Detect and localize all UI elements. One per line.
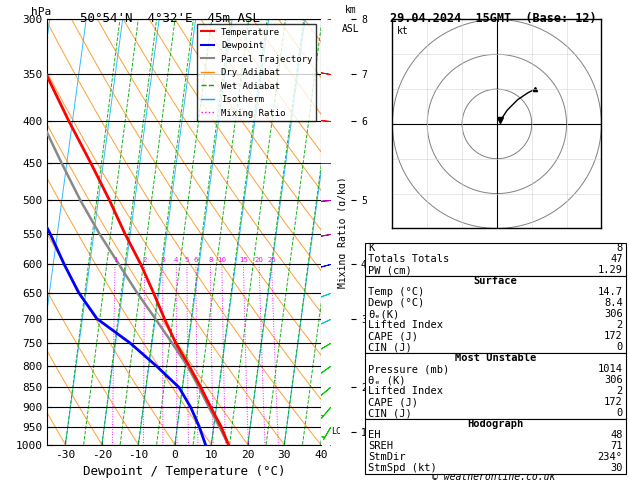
Text: 1014: 1014 [598, 364, 623, 374]
Text: CAPE (J): CAPE (J) [368, 331, 418, 342]
Text: Most Unstable: Most Unstable [455, 353, 536, 364]
Text: CIN (J): CIN (J) [368, 343, 412, 352]
Text: Lifted Index: Lifted Index [368, 386, 443, 397]
Text: 0: 0 [616, 343, 623, 352]
Text: 2: 2 [142, 257, 147, 262]
Text: 3: 3 [160, 257, 165, 262]
Text: Lifted Index: Lifted Index [368, 320, 443, 330]
Text: 2: 2 [616, 386, 623, 397]
Text: ASL: ASL [342, 24, 359, 34]
Text: 14.7: 14.7 [598, 287, 623, 297]
Text: 8: 8 [616, 243, 623, 254]
Text: 306: 306 [604, 375, 623, 385]
Text: 10: 10 [218, 257, 226, 262]
Text: 5: 5 [185, 257, 189, 262]
Text: CAPE (J): CAPE (J) [368, 398, 418, 407]
Text: hPa: hPa [31, 7, 51, 17]
Text: StmDir: StmDir [368, 452, 406, 462]
Text: km: km [345, 5, 356, 15]
Text: Surface: Surface [474, 277, 517, 286]
X-axis label: Dewpoint / Temperature (°C): Dewpoint / Temperature (°C) [83, 465, 285, 478]
Text: © weatheronline.co.uk: © weatheronline.co.uk [432, 472, 555, 482]
Text: 172: 172 [604, 398, 623, 407]
Text: Hodograph: Hodograph [467, 419, 523, 430]
Legend: Temperature, Dewpoint, Parcel Trajectory, Dry Adiabat, Wet Adiabat, Isotherm, Mi: Temperature, Dewpoint, Parcel Trajectory… [197, 24, 316, 122]
Text: EH: EH [368, 431, 381, 440]
Text: SREH: SREH [368, 441, 393, 451]
Text: 6: 6 [194, 257, 198, 262]
Text: 234°: 234° [598, 452, 623, 462]
Text: 1: 1 [113, 257, 117, 262]
Text: Dewp (°C): Dewp (°C) [368, 298, 424, 309]
Text: 15: 15 [239, 257, 248, 262]
Text: CIN (J): CIN (J) [368, 408, 412, 418]
Text: LCL: LCL [331, 427, 346, 436]
Text: 8: 8 [208, 257, 213, 262]
Text: 30: 30 [610, 463, 623, 473]
Text: 2: 2 [616, 320, 623, 330]
Text: θₑ(K): θₑ(K) [368, 310, 399, 319]
Text: 306: 306 [604, 310, 623, 319]
Text: PW (cm): PW (cm) [368, 265, 412, 276]
Text: 0: 0 [616, 408, 623, 418]
Text: 172: 172 [604, 331, 623, 342]
Text: 50°54'N  4°32'E  45m ASL: 50°54'N 4°32'E 45m ASL [80, 12, 260, 25]
Text: 25: 25 [267, 257, 276, 262]
Text: Totals Totals: Totals Totals [368, 255, 449, 264]
Text: 47: 47 [610, 255, 623, 264]
Text: 8.4: 8.4 [604, 298, 623, 309]
Text: Mixing Ratio (g/kg): Mixing Ratio (g/kg) [338, 176, 348, 288]
Text: K: K [368, 243, 374, 254]
Text: 20: 20 [255, 257, 264, 262]
Text: 4: 4 [174, 257, 179, 262]
Text: θₑ (K): θₑ (K) [368, 375, 406, 385]
Text: 71: 71 [610, 441, 623, 451]
Text: StmSpd (kt): StmSpd (kt) [368, 463, 437, 473]
Text: 1.29: 1.29 [598, 265, 623, 276]
Text: kt: kt [397, 26, 408, 35]
Text: 29.04.2024  15GMT  (Base: 12): 29.04.2024 15GMT (Base: 12) [391, 12, 597, 25]
Text: Pressure (mb): Pressure (mb) [368, 364, 449, 374]
Text: 48: 48 [610, 431, 623, 440]
Text: Temp (°C): Temp (°C) [368, 287, 424, 297]
